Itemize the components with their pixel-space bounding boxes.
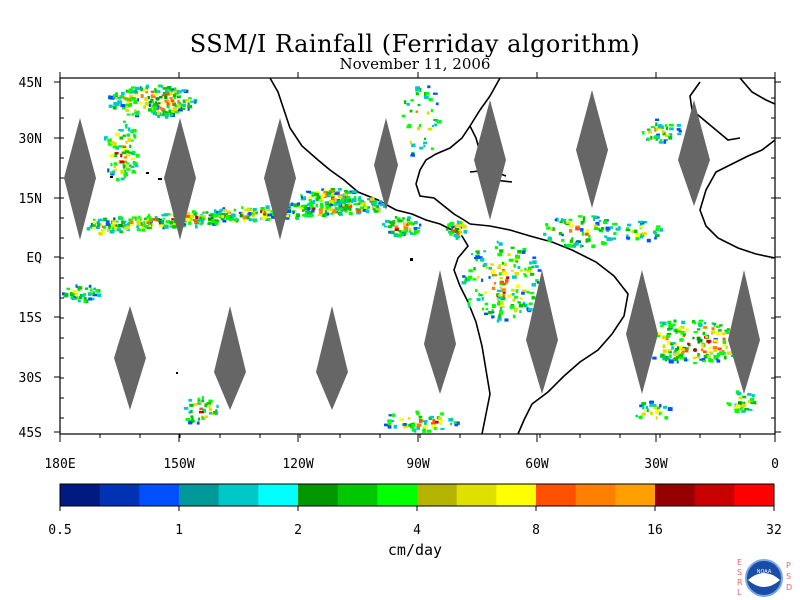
lat-label: EQ: [26, 251, 42, 266]
colorbar-tick-label: 1: [175, 523, 183, 538]
colorbar-swatch: [615, 484, 656, 506]
colorbar-units: cm/day: [387, 541, 443, 559]
logo-letter: L: [737, 588, 742, 597]
lon-label: 180E: [44, 457, 75, 472]
lat-label: 30N: [19, 132, 42, 147]
logo-letter: S: [737, 568, 742, 577]
colorbar-tick-label: 32: [766, 523, 782, 538]
colorbar-tick-label: 16: [647, 523, 663, 538]
lat-label: 15N: [19, 192, 42, 207]
logo-letter: E: [737, 558, 742, 567]
colorbar-swatch: [417, 484, 458, 506]
colorbar-swatch: [337, 484, 378, 506]
islands: [110, 172, 413, 374]
colorbar-swatch: [377, 484, 418, 506]
colorbar-swatch: [99, 484, 140, 506]
colorbar-swatch: [496, 484, 537, 506]
colorbar-tick-label: 4: [413, 523, 421, 538]
colorbar-swatch: [218, 484, 259, 506]
lat-label: 30S: [19, 371, 42, 386]
map-title: SSM/I Rainfall (Ferriday algorithm): [189, 30, 641, 58]
lon-label: 150W: [163, 457, 194, 472]
coastlines: [269, 77, 776, 435]
colorbar-swatch: [60, 484, 101, 506]
lat-label: 15S: [19, 311, 42, 326]
colorbar-swatch: [694, 484, 735, 506]
colorbar-swatch: [179, 484, 220, 506]
colorbar-swatch: [536, 484, 577, 506]
colorbar-tick-label: 0.5: [48, 523, 71, 538]
lon-label: 30W: [644, 457, 668, 472]
lon-label: 0: [771, 457, 779, 472]
map-date: November 11, 2006: [339, 55, 491, 73]
colorbar-tick-label: 2: [294, 523, 302, 538]
lon-label: 60W: [525, 457, 549, 472]
colorbar-swatch: [734, 484, 775, 506]
logo-letter: S: [786, 572, 791, 581]
map-frame-bg: [60, 78, 775, 434]
colorbar: [59, 483, 775, 507]
noaa-badge-text: NOAA: [757, 569, 772, 575]
colorbar-tick-label: 8: [532, 523, 540, 538]
lon-label: 120W: [282, 457, 313, 472]
lat-label: 45S: [19, 426, 42, 441]
colorbar-swatch: [575, 484, 616, 506]
logo-letter: D: [786, 583, 792, 592]
logo-letter: R: [737, 578, 743, 587]
lon-label: 90W: [406, 457, 430, 472]
colorbar-swatch: [456, 484, 497, 506]
colorbar-swatch: [298, 484, 339, 506]
logo-letter: P: [786, 561, 791, 570]
lat-label: 45N: [19, 76, 42, 91]
colorbar-swatch: [139, 484, 180, 506]
swath-gaps: [64, 90, 760, 410]
colorbar-swatch: [258, 484, 299, 506]
colorbar-swatch: [655, 484, 696, 506]
